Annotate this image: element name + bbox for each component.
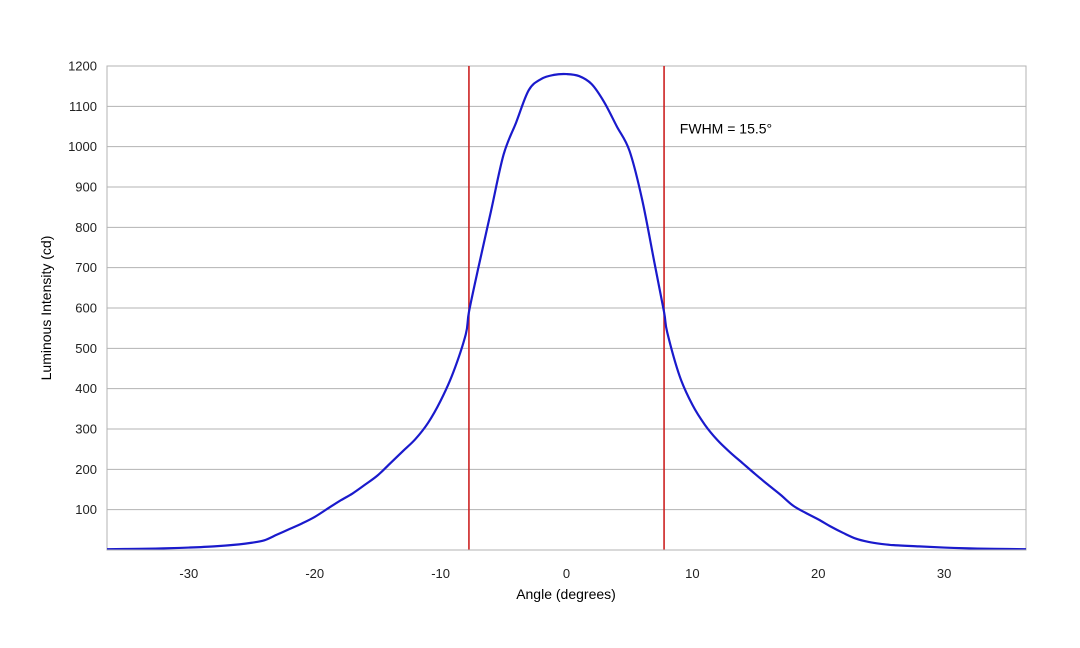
fwhm-annotation: FWHM = 15.5° bbox=[680, 121, 772, 137]
x-tick-label-3: 0 bbox=[563, 566, 570, 581]
y-tick-labels: 100 200 300 400 500 600 700 800 900 1000 1100 1200 bbox=[68, 59, 97, 518]
y-tick-label-5: 600 bbox=[75, 301, 97, 316]
series-layer bbox=[106, 72, 1027, 551]
y-tick-label-7: 800 bbox=[75, 220, 97, 235]
gridlines bbox=[107, 105, 1026, 511]
y-tick-label-8: 900 bbox=[75, 180, 97, 195]
y-axis-title: Luminous Intensity (cd) bbox=[38, 236, 54, 381]
x-tick-label-4: 10 bbox=[685, 566, 699, 581]
x-tick-label-6: 30 bbox=[937, 566, 951, 581]
y-tick-label-11: 1200 bbox=[68, 59, 97, 74]
y-tick-label-1: 200 bbox=[75, 462, 97, 477]
y-tick-label-3: 400 bbox=[75, 381, 97, 396]
y-tick-label-9: 1000 bbox=[68, 139, 97, 154]
x-tick-label-0: -30 bbox=[179, 566, 198, 581]
y-tick-label-2: 300 bbox=[75, 422, 97, 437]
x-tick-label-2: -10 bbox=[431, 566, 450, 581]
x-tick-label-5: 20 bbox=[811, 566, 825, 581]
y-tick-label-0: 100 bbox=[75, 502, 97, 517]
y-tick-label-6: 700 bbox=[75, 260, 97, 275]
x-axis-title: Angle (degrees) bbox=[516, 586, 616, 602]
x-tick-labels: -30 -20 -10 0 10 20 30 bbox=[179, 566, 951, 581]
y-tick-label-10: 1100 bbox=[69, 99, 97, 114]
series-line-0 bbox=[106, 72, 1027, 551]
x-tick-label-1: -20 bbox=[305, 566, 324, 581]
y-tick-label-4: 500 bbox=[75, 341, 97, 356]
annotations: FWHM = 15.5° bbox=[680, 121, 772, 137]
